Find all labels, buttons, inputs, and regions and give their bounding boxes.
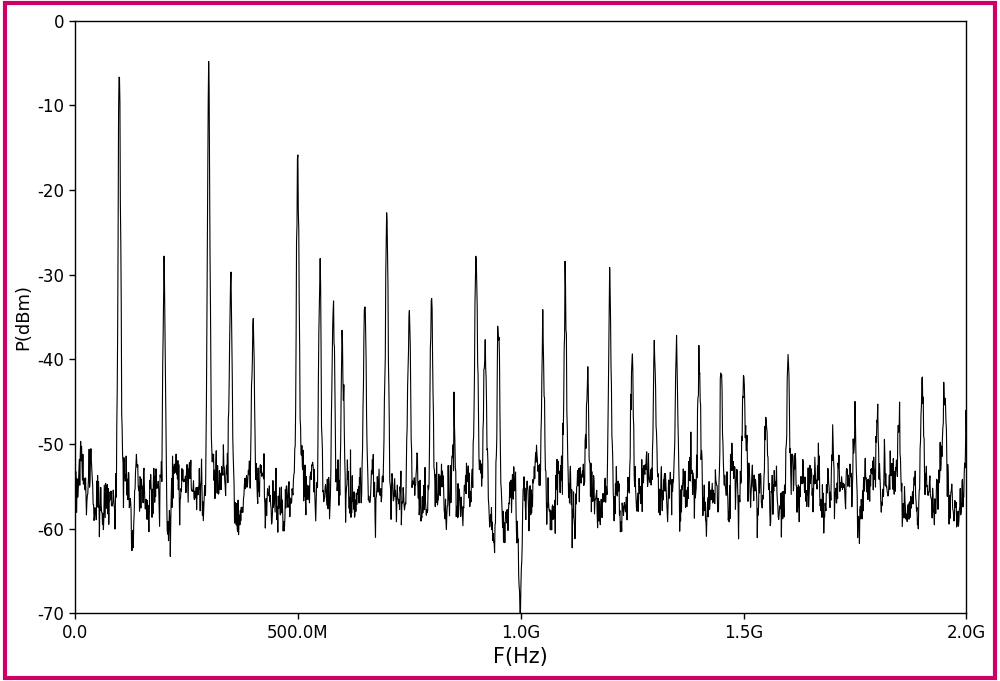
X-axis label: F(Hz): F(Hz) (493, 647, 548, 667)
Y-axis label: P(dBm): P(dBm) (14, 284, 32, 350)
